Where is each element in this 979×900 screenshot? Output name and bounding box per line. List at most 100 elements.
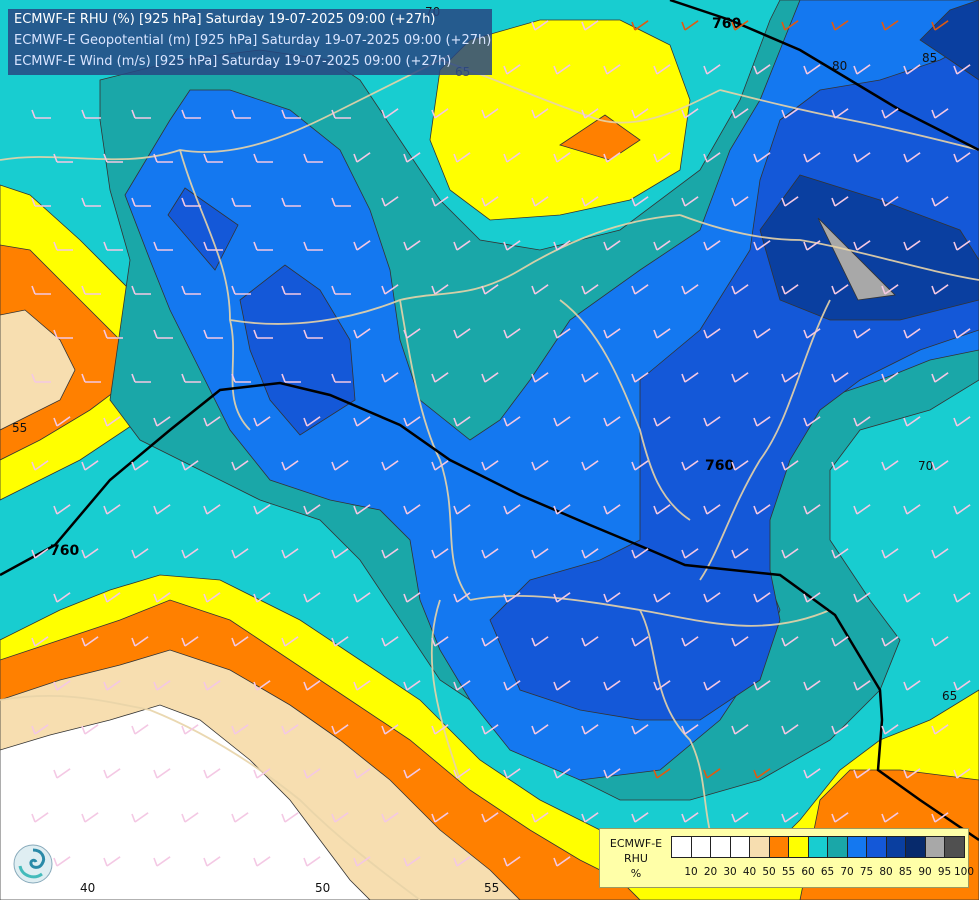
legend-tick-label: 70 — [840, 866, 854, 878]
wind-barb — [653, 152, 671, 163]
wind-barb — [853, 592, 871, 603]
wind-barb — [931, 284, 949, 295]
wind-barb — [681, 548, 699, 559]
wind-barb — [531, 108, 549, 119]
wind-barb — [581, 372, 599, 383]
wind-barb — [481, 548, 499, 559]
wind-barb — [181, 109, 201, 119]
wind-barb — [103, 329, 123, 339]
wind-barb — [703, 592, 721, 603]
wind-barb — [881, 724, 899, 735]
contour-label: 65 — [942, 689, 957, 703]
wind-barb — [81, 812, 99, 823]
wind-barb — [753, 328, 771, 339]
wind-barb — [431, 812, 449, 823]
wind-barb — [831, 372, 849, 383]
wind-barb — [753, 152, 771, 163]
wind-barb — [31, 460, 49, 471]
wind-barb — [831, 284, 849, 295]
wind-barb — [603, 240, 621, 251]
wind-barb — [553, 680, 571, 691]
wind-barb — [931, 108, 949, 119]
wind-barb — [281, 460, 299, 471]
wind-barb — [381, 196, 399, 207]
wind-barb — [103, 592, 121, 603]
wind-barb — [581, 284, 599, 295]
legend-tick-label: 75 — [859, 866, 874, 878]
wind-barb — [353, 504, 371, 515]
wind-barb — [731, 460, 749, 471]
wind-barb — [81, 460, 99, 471]
wind-barb — [953, 592, 971, 603]
wind-barb — [953, 504, 971, 515]
wind-barb — [531, 636, 549, 647]
wind-barb — [181, 197, 201, 207]
wind-barb — [131, 109, 151, 119]
wind-barb — [231, 548, 249, 559]
wind-barb — [903, 416, 921, 427]
wind-barb — [781, 284, 799, 295]
wind-barb — [803, 240, 821, 251]
wind-barb — [631, 196, 649, 207]
wind-barb — [353, 416, 371, 427]
wind-barb — [453, 592, 471, 603]
legend-swatch — [944, 836, 965, 858]
rhu-band-50-55-west — [0, 309, 76, 431]
wind-barb — [881, 372, 899, 383]
wind-barb — [53, 856, 71, 867]
wind-barb — [931, 20, 949, 31]
wind-barb — [803, 768, 821, 779]
rhu-band-55-60-north — [559, 114, 641, 161]
legend-swatch — [866, 836, 887, 858]
wind-barb — [281, 109, 301, 119]
legend-tick-label: 10 — [684, 866, 698, 878]
wind-barb — [453, 856, 471, 867]
wind-barb — [203, 768, 221, 779]
legend-swatch — [905, 836, 926, 858]
wind-barb — [653, 240, 671, 251]
wind-barb — [731, 636, 749, 647]
wind-barb — [431, 196, 449, 207]
wind-barb — [53, 592, 71, 603]
wind-barb — [153, 329, 173, 339]
wind-barb — [631, 724, 649, 735]
wind-barb — [603, 328, 621, 339]
wind-barb — [831, 548, 849, 559]
rhu-band-90-95 — [817, 217, 896, 301]
wind-barb — [131, 285, 151, 295]
wind-barb — [881, 108, 899, 119]
wind-barb — [953, 152, 971, 163]
wind-barb — [203, 592, 221, 603]
wind-barb — [581, 724, 599, 735]
wind-barb — [131, 812, 149, 823]
wind-barb — [253, 153, 273, 163]
wind-barb — [281, 812, 299, 823]
wind-barb — [803, 680, 821, 691]
contour-label: 760 — [705, 458, 734, 474]
wind-barb — [903, 592, 921, 603]
wind-barb — [553, 328, 571, 339]
wind-barb — [903, 328, 921, 339]
wind-barb — [881, 20, 899, 31]
legend-tick-label: 20 — [703, 866, 718, 878]
wind-barb — [853, 768, 871, 779]
contour-label: 85 — [922, 51, 937, 65]
wind-barb — [631, 548, 649, 559]
wind-barb — [31, 197, 51, 207]
wind-barb — [403, 328, 421, 339]
wind-barb — [203, 153, 223, 163]
wind-barb — [803, 416, 821, 427]
ecmwf-logo-icon — [12, 842, 54, 886]
wind-barb — [903, 64, 921, 75]
legend-label-line: ECMWF-E — [609, 837, 663, 850]
wind-barb — [331, 373, 351, 383]
wind-barb — [253, 329, 273, 339]
wind-barb — [381, 284, 399, 295]
wind-barb — [81, 197, 101, 207]
wind-barb — [203, 329, 223, 339]
wind-barb — [681, 460, 699, 471]
wind-barb — [403, 152, 421, 163]
wind-barb — [281, 636, 299, 647]
rhu-band-lt-50 — [0, 704, 371, 900]
wind-barb — [681, 108, 699, 119]
